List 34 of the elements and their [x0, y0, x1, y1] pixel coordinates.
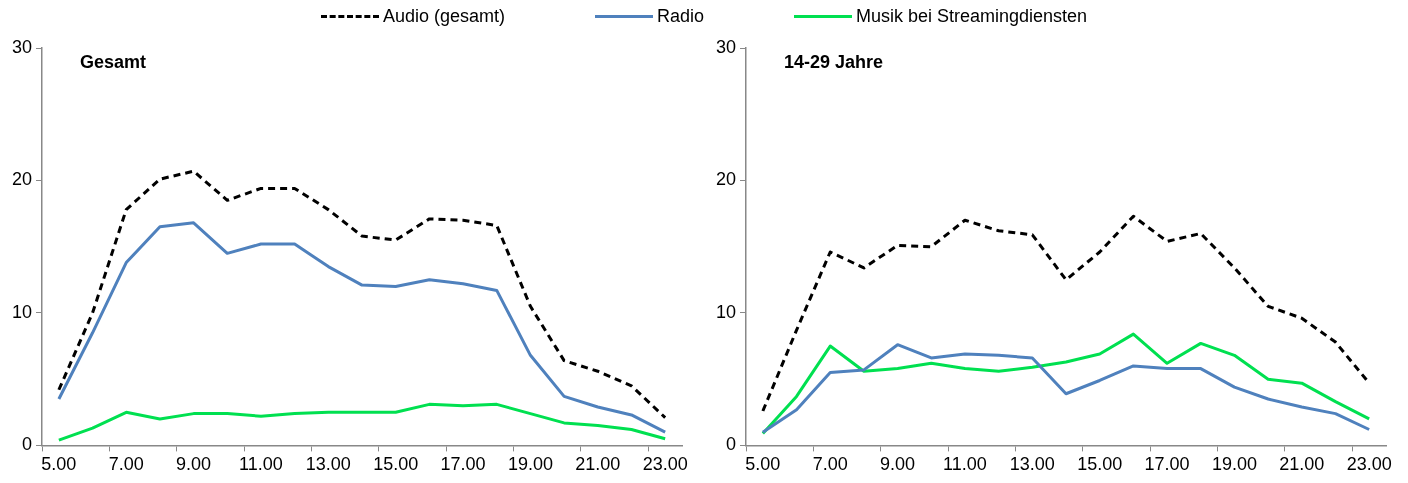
x-tick-label: 23.00	[1346, 454, 1392, 475]
y-tick-label: 0	[726, 434, 737, 455]
x-tick-label: 17.00	[1144, 454, 1190, 475]
x-tick-label: 19.00	[1211, 454, 1257, 475]
x-tick-label: 17.00	[440, 454, 486, 475]
y-tick-label: 10	[11, 301, 33, 322]
chart-title: 14-29 Jahre	[784, 51, 884, 72]
x-tick-label: 15.00	[1077, 454, 1123, 475]
x-tick-label: 13.00	[1009, 454, 1055, 475]
y-tick-label: 30	[715, 36, 737, 57]
legend-label: Musik bei Streamingdiensten	[855, 6, 1088, 27]
x-tick-label: 21.00	[575, 454, 621, 475]
x-tick-label: 13.00	[305, 454, 351, 475]
y-tick-label: 0	[22, 434, 33, 455]
x-tick-label: 11.00	[239, 454, 283, 475]
line-series	[57, 169, 667, 420]
legend-label: Audio (gesamt)	[382, 6, 505, 27]
x-tick-label: 5.00	[745, 454, 781, 475]
x-tick-label: 9.00	[880, 454, 916, 475]
y-tick-label: 20	[11, 169, 33, 190]
legend-label: Radio	[656, 6, 704, 27]
chart-title: Gesamt	[80, 51, 147, 72]
x-tick-label: 5.00	[41, 454, 77, 475]
x-tick-label: 21.00	[1279, 454, 1325, 475]
x-tick-label: 9.00	[176, 454, 212, 475]
x-tick-label: 15.00	[373, 454, 419, 475]
x-tick-label: 23.00	[642, 454, 688, 475]
y-tick-label: 30	[11, 36, 33, 57]
x-tick-label: 19.00	[507, 454, 553, 475]
x-tick-label: 11.00	[943, 454, 987, 475]
x-tick-label: 7.00	[812, 454, 848, 475]
y-tick-label: 20	[715, 169, 737, 190]
x-tick-label: 7.00	[108, 454, 144, 475]
y-tick-label: 10	[715, 301, 737, 322]
